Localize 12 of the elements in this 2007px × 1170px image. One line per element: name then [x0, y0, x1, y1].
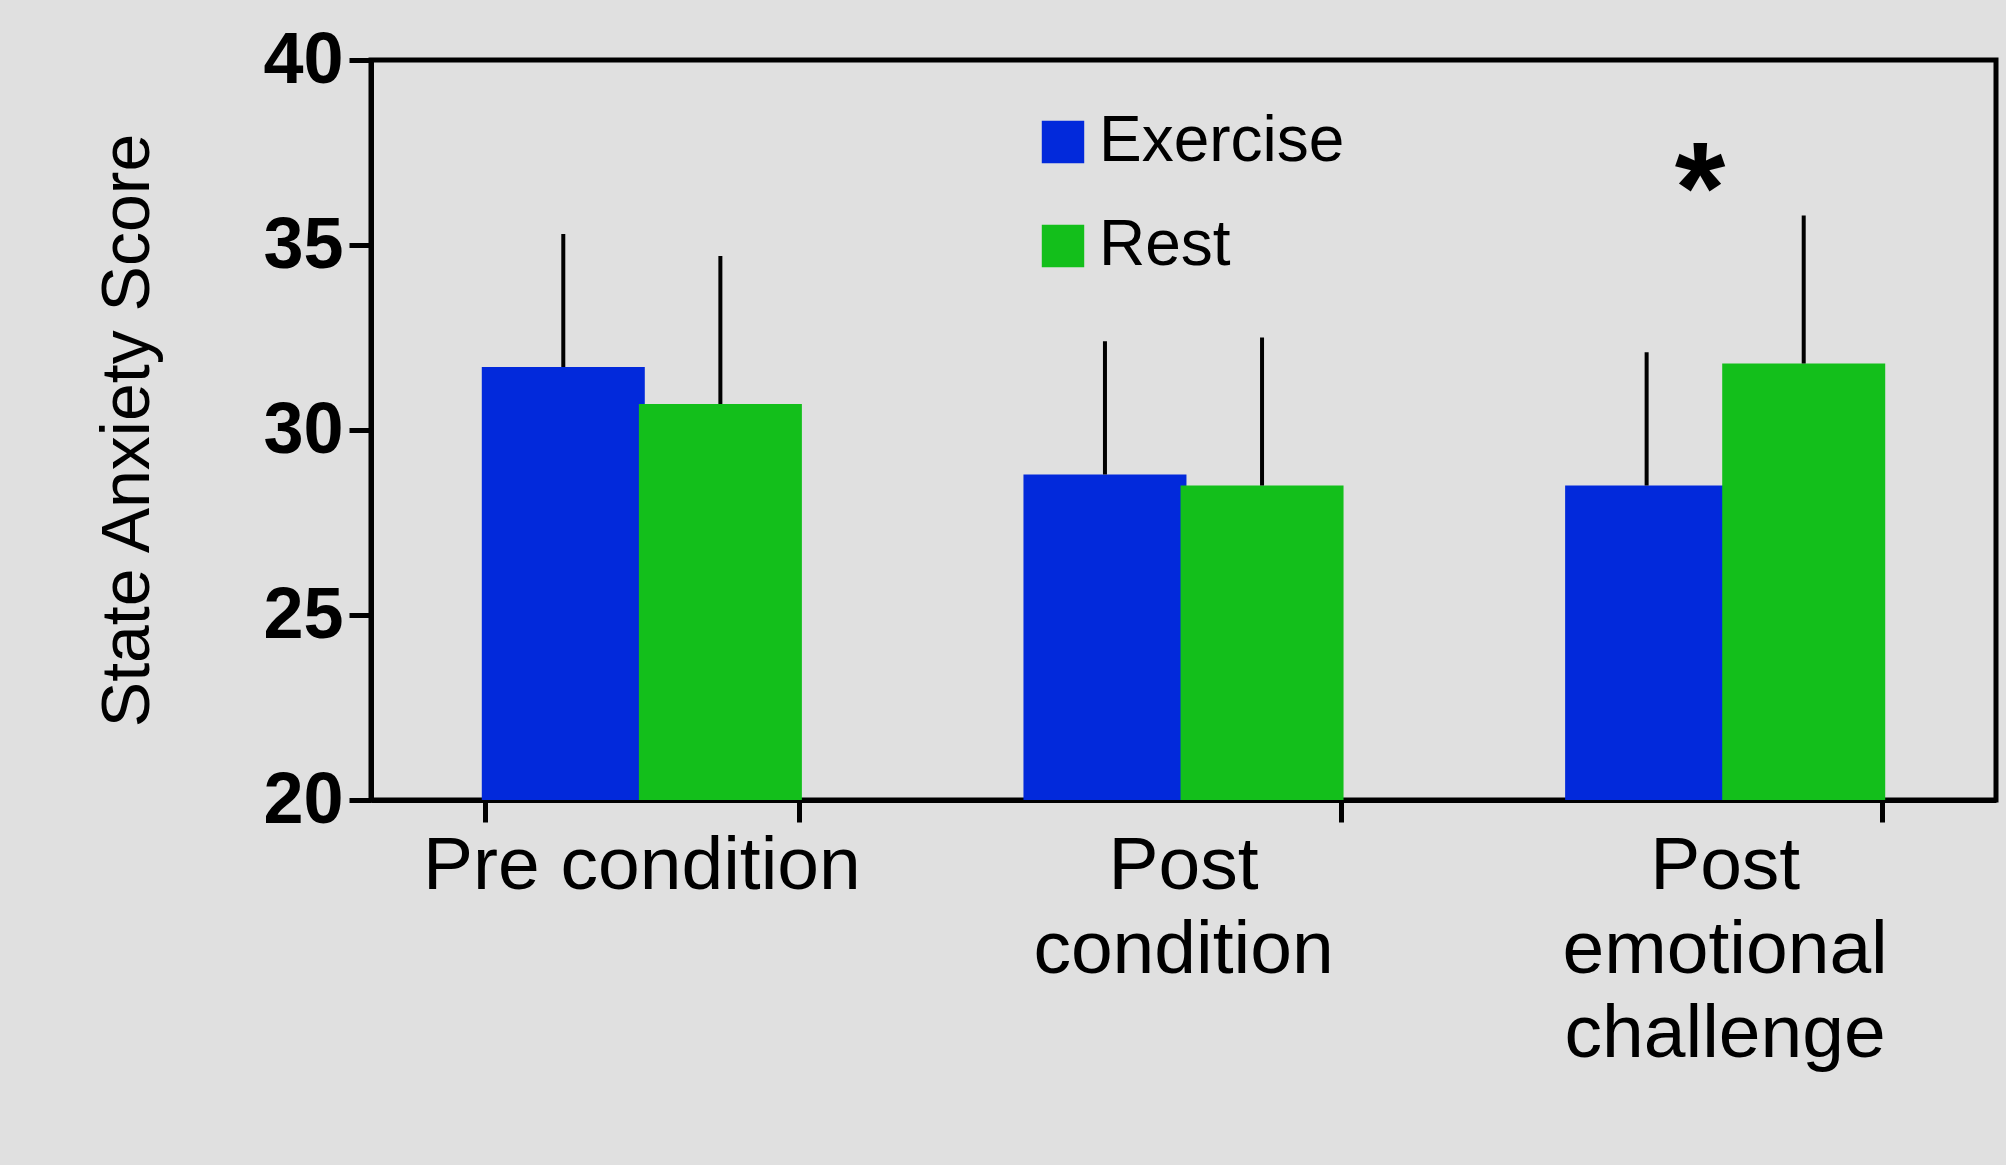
y-tick-label: 40 [263, 17, 344, 98]
y-axis-title: State Anxiety Score [87, 133, 164, 728]
y-tick-label: 25 [263, 572, 344, 653]
y-tick-label: 35 [263, 202, 344, 283]
x-tick-label: Post emotional challenge [1562, 821, 1888, 1073]
legend-label: Rest [1099, 207, 1231, 279]
x-tick-label: Post condition [1033, 821, 1334, 989]
legend-label: Exercise [1099, 103, 1345, 175]
y-tick-label: 20 [263, 757, 344, 838]
annotation: * [1674, 115, 1726, 261]
x-tick-label: Pre condition [422, 821, 861, 905]
y-tick-label: 30 [263, 387, 344, 468]
